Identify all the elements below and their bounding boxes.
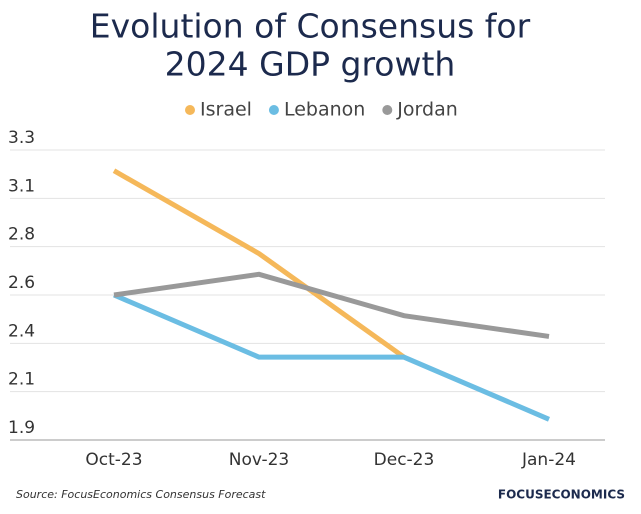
source: Source: FocusEconomics Consensus Forecas…: [16, 488, 266, 501]
x-tick-label: Oct-23: [85, 450, 142, 470]
series-line: [112, 168, 406, 360]
y-tick-label: 2.1: [8, 370, 35, 390]
chart-title: 2024 GDP growth: [165, 45, 456, 84]
legend-label: Israel: [200, 99, 252, 121]
legend-marker: [382, 105, 393, 115]
legend-marker: [268, 105, 279, 115]
series-line: [113, 271, 550, 339]
y-tick-label: 2.8: [8, 225, 35, 245]
y-tick-label: 2.6: [8, 273, 35, 293]
y-tick-label: 1.9: [8, 418, 35, 438]
y-tick-label: 3.3: [8, 128, 35, 148]
legend-label: Jordan: [396, 99, 457, 121]
x-tick-label: Dec-23: [374, 450, 435, 470]
legend-marker: [185, 105, 195, 115]
y-tick-label: 2.4: [8, 321, 35, 341]
x-tick-label: Nov-23: [229, 450, 290, 470]
x-tick-label: Jan-24: [521, 450, 576, 470]
y-tick-label: 3.1: [8, 176, 35, 196]
chart-title: Evolution of Consensus for: [90, 7, 531, 46]
legend-label: Lebanon: [284, 99, 365, 121]
logo: FOCUSECONOMICS: [498, 488, 625, 502]
series-line: [113, 292, 550, 422]
